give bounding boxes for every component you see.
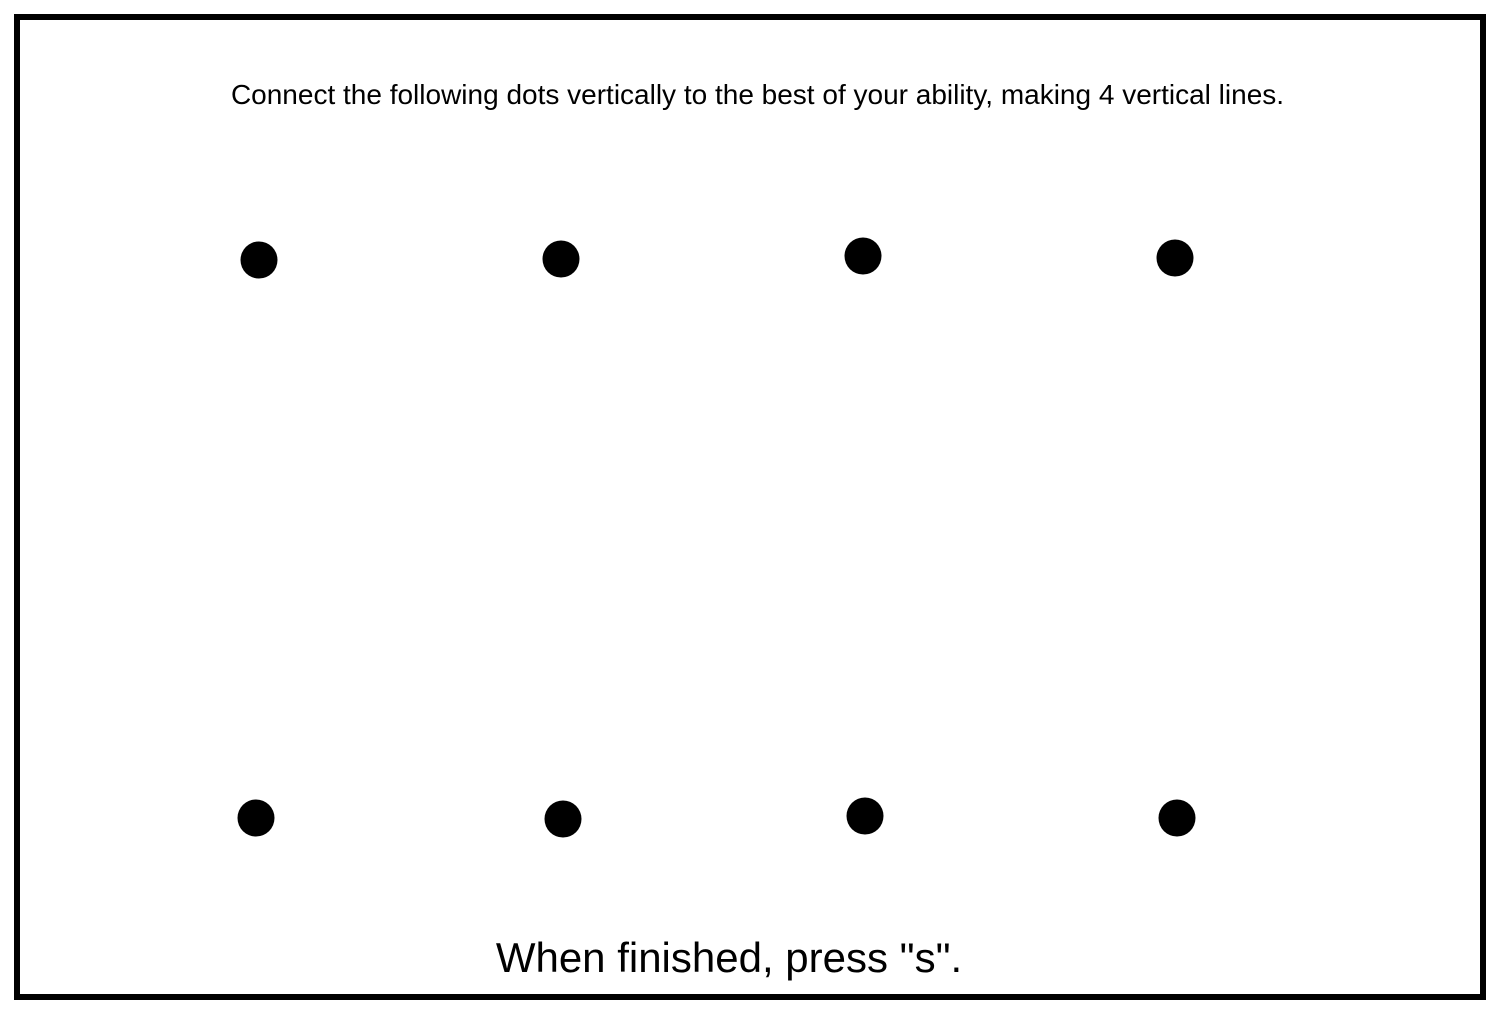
drawing-canvas[interactable] [14, 14, 1486, 1000]
dot-bottom-3[interactable] [846, 797, 884, 835]
dot-bottom-2[interactable] [544, 800, 582, 838]
dot-top-2[interactable] [542, 240, 580, 278]
dot-top-1[interactable] [240, 241, 278, 279]
dot-top-3[interactable] [844, 237, 882, 275]
task-instruction: Connect the following dots vertically to… [230, 79, 1285, 110]
dot-bottom-1[interactable] [237, 799, 275, 837]
dot-top-4[interactable] [1156, 239, 1194, 277]
dot-bottom-4[interactable] [1158, 799, 1196, 837]
finish-hint: When finished, press "s". [495, 934, 963, 981]
